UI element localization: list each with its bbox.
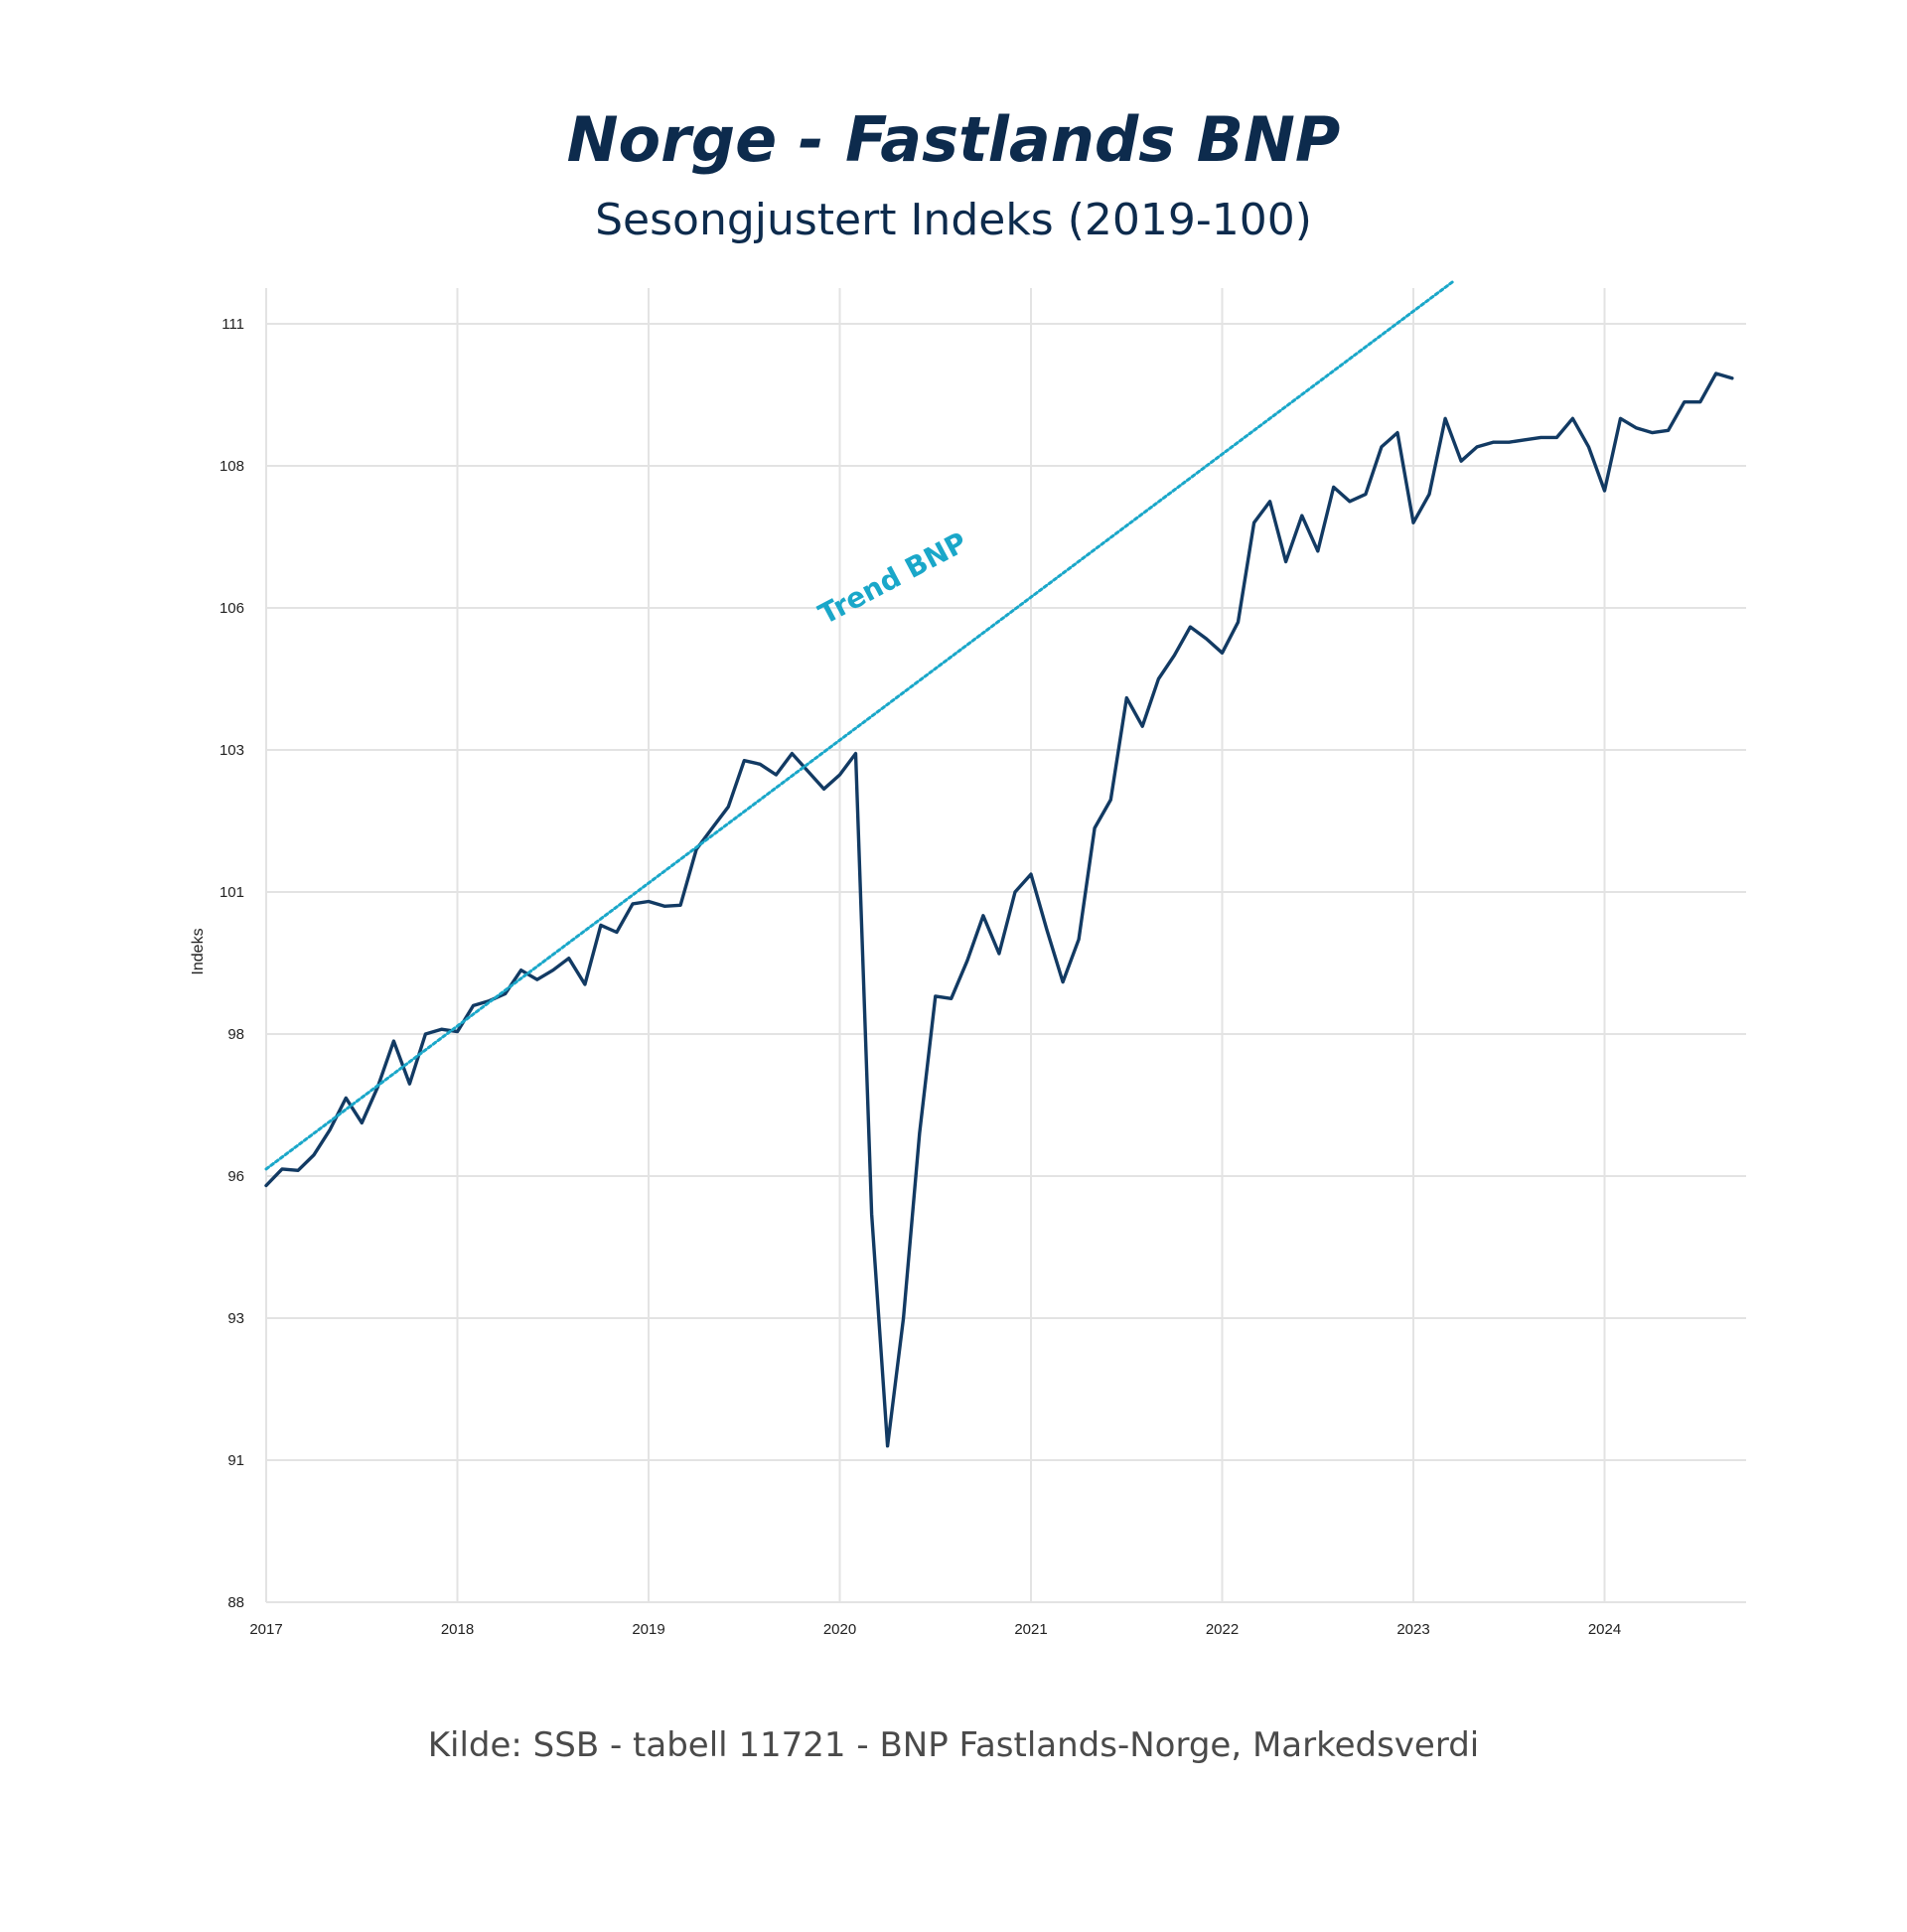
x-tick-label: 2024 — [1588, 1621, 1621, 1638]
y-tick-label: 101 — [220, 884, 244, 901]
annotations: Trend BNP — [813, 525, 972, 631]
source-note: Kilde: SSB - tabell 11721 - BNP Fastland… — [427, 1725, 1480, 1765]
y-tick-label: 108 — [220, 458, 244, 475]
x-tick-label: 2022 — [1206, 1621, 1239, 1638]
y-tick-label: 103 — [220, 742, 244, 759]
series-group — [264, 279, 1734, 1448]
trend-line — [264, 279, 1455, 1171]
grid-lines — [265, 288, 1746, 1603]
y-axis-ticks: 88 91 93 96 98 101 103 106 108 111 — [220, 316, 244, 1611]
y-tick-label: 98 — [227, 1026, 244, 1043]
y-tick-label: 96 — [227, 1168, 244, 1185]
y-tick-label: 88 — [227, 1594, 244, 1611]
y-tick-label: 106 — [220, 600, 244, 617]
y-tick-label: 93 — [227, 1310, 244, 1327]
trend-label: Trend BNP — [813, 525, 972, 631]
x-axis-ticks: 2017 2018 2019 2020 2021 2022 2023 2024 — [249, 1621, 1621, 1638]
y-axis-label: Indeks — [190, 928, 207, 974]
gdp-series-line — [264, 372, 1734, 1448]
x-tick-label: 2018 — [441, 1621, 474, 1638]
chart-title: Norge - Fastlands BNP — [566, 103, 1341, 176]
x-tick-label: 2019 — [632, 1621, 664, 1638]
chart-subtitle: Sesongjustert Indeks (2019-100) — [595, 195, 1312, 245]
y-tick-label: 91 — [227, 1452, 244, 1469]
x-tick-label: 2017 — [249, 1621, 282, 1638]
x-tick-label: 2023 — [1396, 1621, 1429, 1638]
x-tick-label: 2020 — [823, 1621, 856, 1638]
x-tick-label: 2021 — [1014, 1621, 1047, 1638]
y-tick-label: 111 — [221, 316, 244, 333]
